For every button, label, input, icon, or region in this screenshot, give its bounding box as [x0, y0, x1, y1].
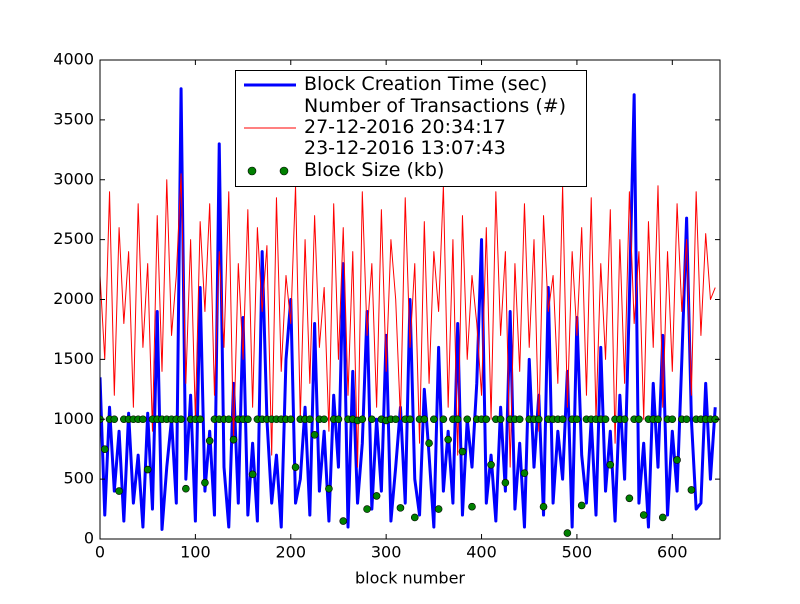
x-tick-label: 300 — [371, 543, 402, 562]
data-point — [558, 415, 567, 424]
y-tick-label: 3500 — [53, 109, 94, 128]
data-point — [496, 415, 505, 424]
data-point — [306, 415, 314, 424]
data-point — [139, 415, 147, 424]
x-tick-label: 100 — [180, 543, 211, 562]
y-tick-label: 2500 — [53, 229, 94, 248]
data-point — [224, 415, 233, 424]
data-point — [372, 492, 381, 500]
data-point — [625, 494, 634, 503]
legend-swatch — [247, 166, 289, 175]
data-point — [396, 504, 405, 512]
data-point — [434, 505, 443, 513]
data-point — [682, 415, 691, 424]
data-point — [430, 415, 438, 424]
y-tick-label: 0 — [84, 529, 94, 548]
data-point — [358, 415, 367, 424]
data-point — [248, 470, 257, 479]
data-point — [654, 415, 662, 424]
y-tick-label: 1500 — [53, 349, 94, 368]
series-line — [100, 173, 716, 468]
data-point — [453, 415, 462, 424]
data-point — [577, 501, 586, 510]
data-point — [439, 415, 448, 424]
data-point — [291, 463, 300, 471]
data-point — [339, 517, 348, 525]
data-point — [487, 460, 495, 469]
y-tick-label: 3000 — [53, 169, 94, 188]
data-point — [639, 511, 648, 519]
legend-entry: Block Size (kb) — [236, 160, 586, 181]
data-point — [205, 437, 214, 445]
data-point — [115, 487, 123, 495]
legend-dot — [247, 166, 257, 175]
data-point — [196, 415, 204, 424]
x-tick-label: 200 — [275, 543, 306, 562]
data-point — [310, 431, 319, 439]
data-point — [658, 513, 667, 522]
data-point — [534, 415, 543, 424]
data-point — [606, 460, 615, 469]
data-point — [425, 439, 433, 448]
data-point — [177, 415, 185, 424]
y-tick-label: 1000 — [53, 409, 94, 428]
data-point — [320, 415, 328, 424]
data-point — [463, 415, 472, 424]
y-tick-label: 4000 — [53, 50, 94, 69]
legend-label: Block Creation Time (sec) — [304, 73, 548, 95]
data-point — [515, 415, 524, 424]
x-tick-label: 500 — [562, 543, 593, 562]
legend: Block Creation Time (sec) Number of Trans… — [235, 70, 587, 187]
data-point — [406, 415, 414, 424]
data-point — [520, 469, 529, 477]
x-axis-label: block number — [355, 569, 465, 588]
series-line — [100, 87, 717, 531]
legend-dot — [279, 166, 289, 175]
x-tick-label: 400 — [466, 543, 497, 562]
data-point — [482, 415, 491, 424]
legend-label: Number of Transactions (#) 27-12-2016 20… — [304, 95, 567, 159]
data-point — [368, 415, 376, 424]
data-point — [635, 415, 643, 424]
data-point — [458, 447, 467, 456]
data-point — [668, 415, 677, 424]
data-point — [563, 529, 572, 537]
data-point — [687, 486, 696, 494]
y-tick-label: 2000 — [53, 289, 94, 308]
x-tick-label: 0 — [95, 543, 105, 562]
data-point — [100, 445, 109, 453]
data-point — [334, 415, 343, 424]
data-point — [573, 415, 581, 424]
data-point — [325, 484, 333, 493]
legend-entry: Block Creation Time (sec) — [236, 74, 586, 95]
data-point — [620, 415, 629, 424]
plot — [100, 87, 720, 537]
data-point — [363, 505, 371, 513]
data-point — [673, 456, 681, 464]
data-point — [420, 415, 429, 424]
data-point — [229, 435, 238, 444]
data-point — [601, 415, 610, 424]
data-point — [468, 502, 476, 511]
legend-swatch — [244, 127, 296, 128]
legend-entry: Number of Transactions (#) 27-12-2016 20… — [236, 96, 586, 159]
legend-swatch — [244, 83, 296, 86]
data-point — [143, 465, 152, 474]
data-point — [410, 513, 419, 522]
data-point — [286, 415, 295, 424]
data-point — [539, 502, 548, 511]
data-point — [110, 415, 119, 424]
data-point — [391, 415, 400, 424]
data-point — [501, 478, 510, 487]
data-point — [244, 415, 252, 424]
x-tick-label: 600 — [657, 543, 688, 562]
data-point — [182, 484, 190, 493]
data-point — [444, 435, 452, 444]
legend-label: Block Size (kb) — [304, 159, 445, 181]
y-tick-label: 500 — [63, 469, 94, 488]
data-point — [201, 478, 209, 487]
